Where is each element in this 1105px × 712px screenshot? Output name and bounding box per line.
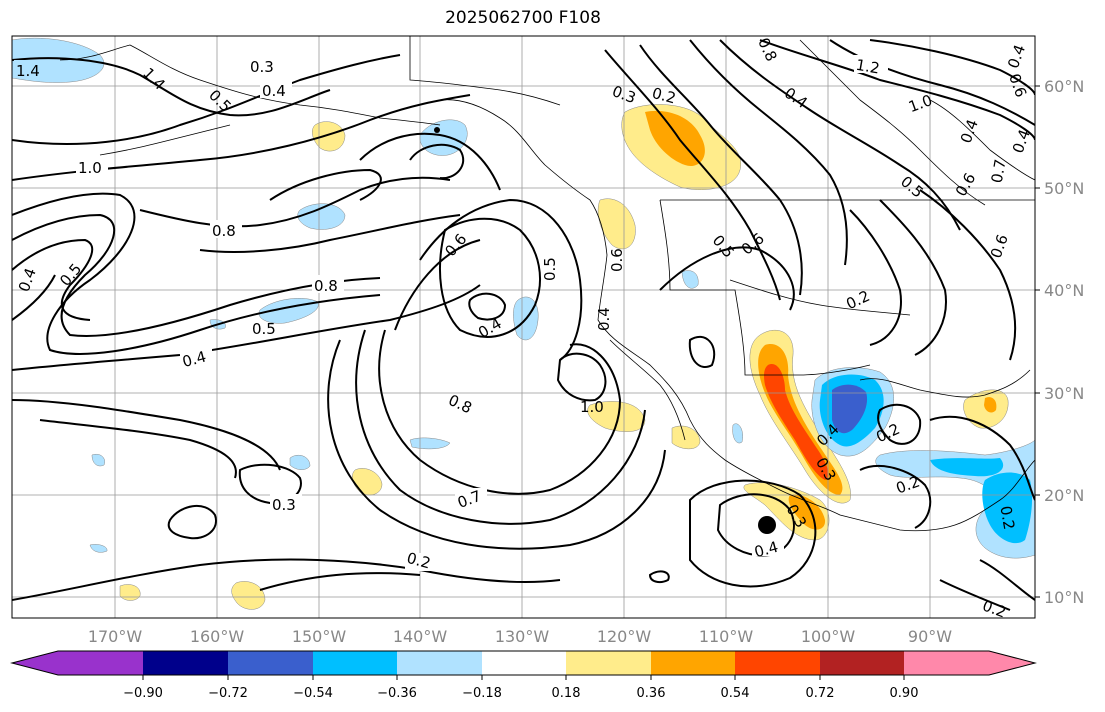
negative-anomaly-region [930,458,1004,477]
colorbar-segment [228,651,313,675]
colorbar-segment [735,651,820,675]
colorbar-tick-label: 0.72 [806,686,835,701]
lon-label: 130°W [495,627,550,646]
negative-anomaly-region [297,203,346,230]
colorbar-segment [566,651,651,675]
colorbar-tick-label: 0.18 [552,686,581,701]
contour-label: 0.8 [314,277,338,295]
contour-label: 0.7 [988,158,1010,185]
map-frame [11,35,1036,619]
positive-anomaly-region [671,425,701,450]
colorbar-tick-label: 0.36 [637,686,666,701]
colorbar-segment [989,651,1035,675]
colorbar-tick-label: 0.54 [721,686,750,701]
contour-label: 1.2 [854,56,881,78]
colorbar-segment [820,651,904,675]
positive-anomaly-region [231,581,266,610]
positive-anomaly-region [984,397,997,413]
lon-label: 140°W [393,627,448,646]
lon-label: 170°W [88,627,143,646]
negative-anomaly-region [289,455,311,470]
negative-anomaly-region [681,270,699,289]
lat-label: 40°N [1044,281,1084,300]
colorbar-segment [12,651,58,675]
colorbar-tick-label: 0.90 [890,686,919,701]
colorbar-segment [143,651,228,675]
negative-anomaly-region [89,544,108,553]
contour-label: 0.4 [180,347,208,371]
lon-label: 160°W [190,627,245,646]
lat-label: 30°N [1044,384,1084,403]
negative-anomaly-region [832,384,868,434]
colorbar-segment [482,651,566,675]
colorbar-segment [651,651,735,675]
colorbar-segment [904,651,989,675]
positive-anomaly-region [119,584,141,601]
lon-label: 150°W [292,627,347,646]
lon-label: 90°W [908,627,952,646]
contour-label: 1.4 [16,62,40,80]
negative-anomaly-region [91,454,105,467]
lon-label: 100°W [801,627,856,646]
colorbar: −0.90 −0.72 −0.54 −0.36 −0.18 0.18 0.36 … [10,650,1037,701]
contour-label: 0.4 [752,538,780,562]
colorbar-tick-label: −0.54 [293,686,333,701]
lon-label: 120°W [597,627,652,646]
contour-label: 0.6 [608,248,626,272]
contour-label: 0.2 [980,596,1009,621]
lat-label: 50°N [1044,179,1084,198]
lat-label: 20°N [1044,486,1084,505]
contour-label: 0.8 [212,222,236,240]
contour-label: 0.2 [650,84,678,108]
contour-label: 0.3 [250,58,274,76]
contour-label: 1.0 [78,159,102,177]
storm-center-marker [758,516,776,534]
lat-label: 60°N [1044,77,1084,96]
lat-ticks [1035,85,1040,598]
contour-label: 0.4 [595,307,613,331]
map-title: 2025062700 F108 [445,8,601,28]
colorbar-tick-label: −0.90 [123,686,163,701]
positive-anomaly-region [788,494,826,530]
colorbar-tick-label: −0.72 [208,686,248,701]
contour-label: 0.3 [272,496,296,514]
colorbar-segment [313,651,397,675]
colorbar-tick-label: −0.18 [462,686,502,701]
negative-anomaly-region [732,423,743,444]
colorbar-tick-label: −0.36 [377,686,417,701]
lat-label: 10°N [1044,588,1084,607]
contour-label: 0.2 [405,549,433,573]
lon-label: 110°W [699,627,754,646]
positive-anomaly-region [312,121,346,152]
colorbar-segment [58,651,143,675]
contour-label: 1.0 [580,398,604,416]
contour-label: 0.5 [541,257,559,281]
coastlines [59,36,1035,532]
lat-labels: 60°N 50°N 40°N 30°N 20°N 10°N [1044,77,1084,607]
contour-label: 0.4 [262,82,286,100]
lon-labels: 170°W 160°W 150°W 140°W 130°W 120°W 110°… [88,627,952,646]
contour-label: 0.5 [252,320,276,338]
contour-label: 0.2 [996,504,1018,531]
negative-anomaly-region [982,472,1033,544]
colorbar-segment [397,651,482,675]
positive-anomaly-region [597,198,636,250]
storm-center-marker [434,127,440,133]
